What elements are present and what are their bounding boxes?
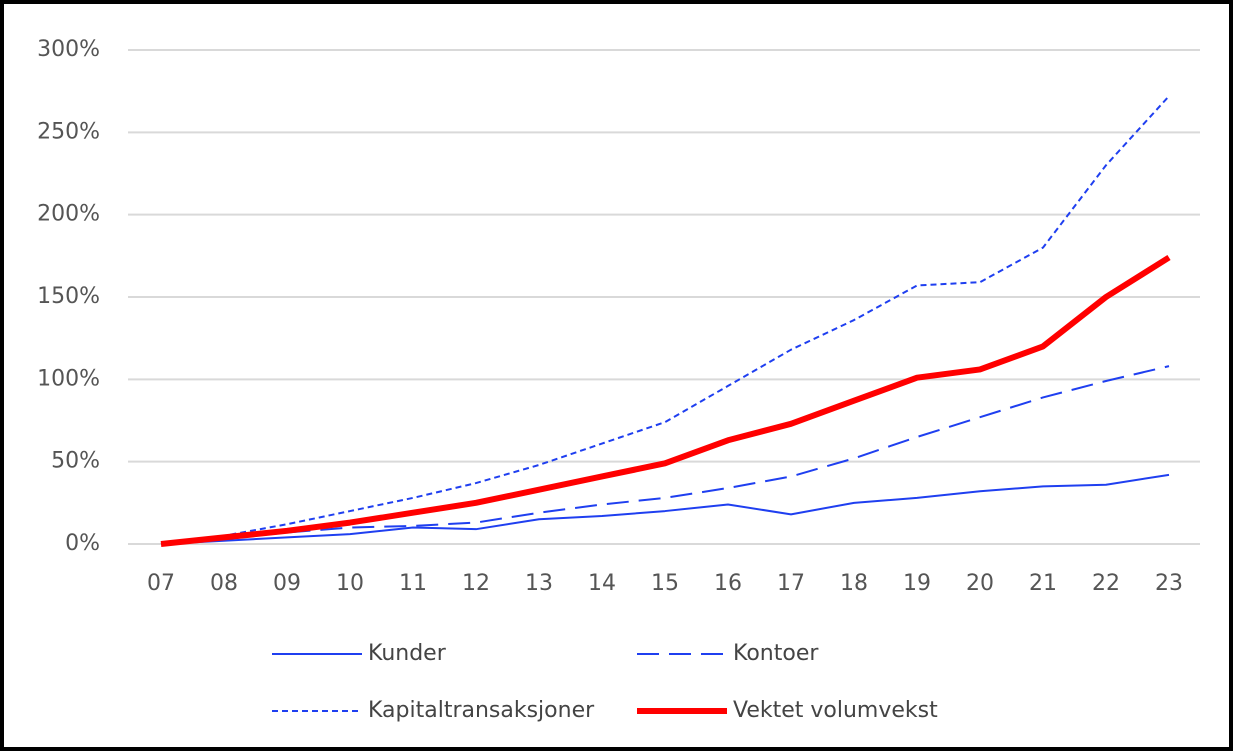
- legend-label: Vektet volumvekst: [733, 698, 938, 723]
- x-tick-label: 11: [399, 571, 427, 596]
- y-tick-label: 250%: [37, 119, 100, 144]
- legend-label: Kapitaltransaksjoner: [368, 698, 595, 723]
- y-tick-label: 200%: [37, 202, 100, 227]
- x-tick-label: 20: [966, 571, 994, 596]
- x-tick-label: 19: [903, 571, 931, 596]
- x-tick-label: 09: [273, 571, 301, 596]
- series-line: [160, 254, 1171, 547]
- x-tick-label: 22: [1092, 571, 1120, 596]
- y-tick-label: 100%: [37, 366, 100, 391]
- legend-label: Kontoer: [733, 641, 819, 666]
- x-tick-label: 12: [462, 571, 490, 596]
- x-tick-label: 18: [840, 571, 868, 596]
- y-tick-label: 50%: [51, 449, 100, 474]
- x-tick-label: 13: [525, 571, 553, 596]
- legend-label: Kunder: [368, 641, 447, 666]
- x-tick-label: 10: [336, 571, 364, 596]
- x-tick-label: 14: [588, 571, 616, 596]
- series-line: [160, 365, 1170, 545]
- x-tick-label: 08: [210, 571, 238, 596]
- x-tick-label: 21: [1029, 571, 1057, 596]
- x-tick-label: 15: [651, 571, 679, 596]
- x-tick-label: 17: [777, 571, 805, 596]
- x-tick-label: 23: [1155, 571, 1183, 596]
- y-tick-label: 150%: [37, 284, 100, 309]
- y-tick-label: 300%: [37, 37, 100, 62]
- y-tick-label: 0%: [65, 531, 100, 556]
- series-line: [160, 473, 1170, 545]
- x-tick-label: 16: [714, 571, 742, 596]
- series-line: [160, 95, 1170, 545]
- x-tick-label: 07: [147, 571, 175, 596]
